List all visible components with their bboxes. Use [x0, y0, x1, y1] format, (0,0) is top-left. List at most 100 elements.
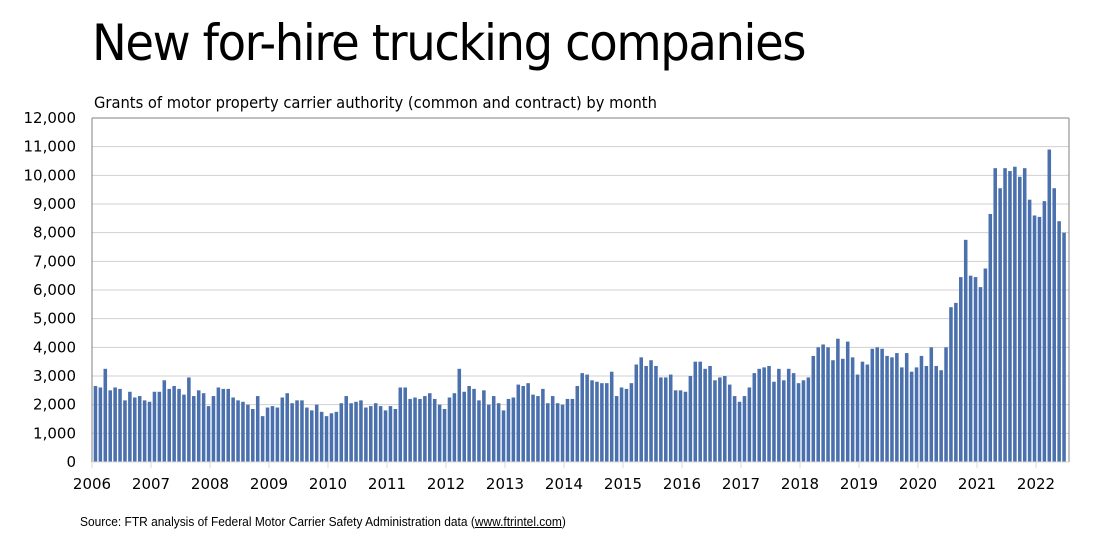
bar [408, 398, 412, 462]
bar [629, 383, 634, 462]
bar [683, 391, 688, 462]
bar [403, 387, 407, 462]
bar [546, 403, 550, 462]
bar [850, 357, 855, 462]
bar [1047, 149, 1052, 462]
bar [393, 408, 398, 462]
bar [585, 374, 589, 462]
x-tick-label: 2010 [309, 475, 347, 493]
bar [929, 347, 934, 462]
bar [624, 388, 629, 462]
bar [142, 400, 147, 462]
bar [909, 371, 914, 462]
bar [698, 361, 702, 462]
y-tick-label: 10,000 [24, 166, 77, 184]
bar [270, 406, 275, 462]
bar [206, 406, 211, 462]
bar [963, 239, 968, 462]
plot-frame [91, 117, 1070, 463]
bar [147, 401, 152, 462]
bar [885, 355, 889, 462]
y-tick-label: 11,000 [24, 138, 77, 156]
bar [437, 404, 442, 462]
bar [192, 396, 196, 462]
bar [580, 373, 584, 462]
y-tick-label: 6,000 [33, 281, 76, 299]
source-text: Source: FTR analysis of Federal Motor Ca… [80, 514, 475, 529]
bar [811, 355, 816, 462]
bar [590, 380, 594, 462]
bar [959, 277, 963, 462]
bar [826, 347, 830, 462]
bar [241, 401, 245, 462]
bar [477, 400, 481, 462]
bar [949, 307, 953, 462]
bar [310, 410, 314, 462]
bar [221, 388, 226, 462]
bar [595, 381, 599, 462]
bar [373, 403, 378, 462]
bar [954, 302, 958, 462]
bar [1057, 221, 1061, 462]
bar [767, 365, 771, 462]
y-tick-label: 4,000 [33, 338, 76, 356]
bar [609, 371, 614, 462]
bar [865, 364, 870, 462]
bar [988, 214, 993, 462]
bar [354, 401, 358, 462]
bar [791, 373, 796, 462]
bar [904, 353, 909, 462]
y-tick-label: 12,000 [24, 109, 77, 127]
bar [998, 188, 1002, 463]
x-tick-label: 2021 [958, 475, 996, 493]
bar [487, 404, 491, 462]
bar [565, 398, 570, 462]
bar [796, 383, 801, 462]
bar [162, 380, 167, 462]
bar [300, 400, 304, 462]
bar [280, 397, 285, 462]
source-suffix: ) [561, 514, 566, 529]
bar [482, 390, 486, 462]
bar [452, 393, 457, 462]
x-tick-label: 2012 [427, 475, 465, 493]
bar [900, 367, 904, 462]
x-tick-label: 2013 [486, 475, 524, 493]
bar [305, 407, 309, 462]
bar [442, 408, 447, 462]
x-tick-label: 2016 [663, 475, 701, 493]
bar [1013, 166, 1017, 463]
bar [890, 357, 894, 462]
bar [703, 368, 707, 462]
bar [560, 404, 565, 462]
x-tick-label: 2007 [132, 475, 170, 493]
bar [752, 373, 757, 462]
bar [855, 374, 860, 462]
bar [619, 387, 624, 462]
bar [914, 367, 919, 462]
x-tick-label: 2006 [73, 475, 111, 493]
source-link[interactable]: www.ftrintel.com [474, 514, 562, 529]
bar [93, 386, 98, 462]
bar [457, 368, 462, 462]
bar [216, 387, 221, 462]
bar [246, 404, 250, 462]
source-note: Source: FTR analysis of Federal Motor Ca… [80, 514, 566, 529]
bar [167, 388, 171, 462]
y-tick-label: 3,000 [33, 367, 76, 385]
y-tick-label: 0 [66, 453, 76, 471]
bar [570, 398, 575, 462]
bar [423, 396, 427, 462]
bar [841, 358, 845, 462]
bar [924, 365, 929, 462]
bar [875, 347, 879, 462]
bar [187, 377, 191, 462]
bar [934, 365, 938, 462]
bar [383, 410, 388, 462]
bar [1032, 215, 1037, 462]
x-tick-label: 2019 [840, 475, 878, 493]
bar [236, 400, 240, 462]
bar [821, 344, 825, 462]
bar [526, 383, 530, 462]
